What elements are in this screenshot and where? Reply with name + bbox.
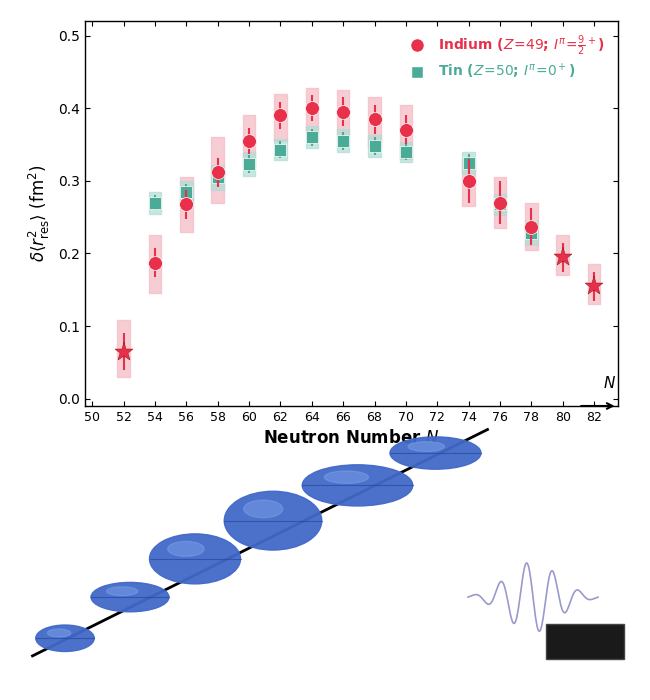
- Ellipse shape: [408, 442, 445, 452]
- X-axis label: Neutron Number $N$: Neutron Number $N$: [263, 429, 439, 447]
- Y-axis label: $\delta\langle r^2_{\rm res}\rangle$ (fm$^2$): $\delta\langle r^2_{\rm res}\rangle$ (fm…: [27, 164, 52, 262]
- Legend: Indium ($Z\!=\!49$; $I^\pi\!=\!\frac{9}{2}^+$), Tin ($Z\!=\!50$; $I^\pi\!=\!0^+$: Indium ($Z\!=\!49$; $I^\pi\!=\!\frac{9}{…: [401, 28, 610, 87]
- Ellipse shape: [390, 437, 481, 469]
- Ellipse shape: [244, 500, 283, 518]
- Ellipse shape: [302, 465, 413, 506]
- Text: $N$: $N$: [603, 375, 616, 391]
- Ellipse shape: [36, 625, 94, 652]
- Ellipse shape: [91, 582, 169, 612]
- Ellipse shape: [107, 587, 138, 596]
- Ellipse shape: [168, 541, 204, 556]
- FancyBboxPatch shape: [546, 624, 624, 659]
- Ellipse shape: [150, 534, 240, 584]
- Ellipse shape: [224, 491, 322, 550]
- Ellipse shape: [47, 629, 71, 637]
- Ellipse shape: [324, 471, 369, 483]
